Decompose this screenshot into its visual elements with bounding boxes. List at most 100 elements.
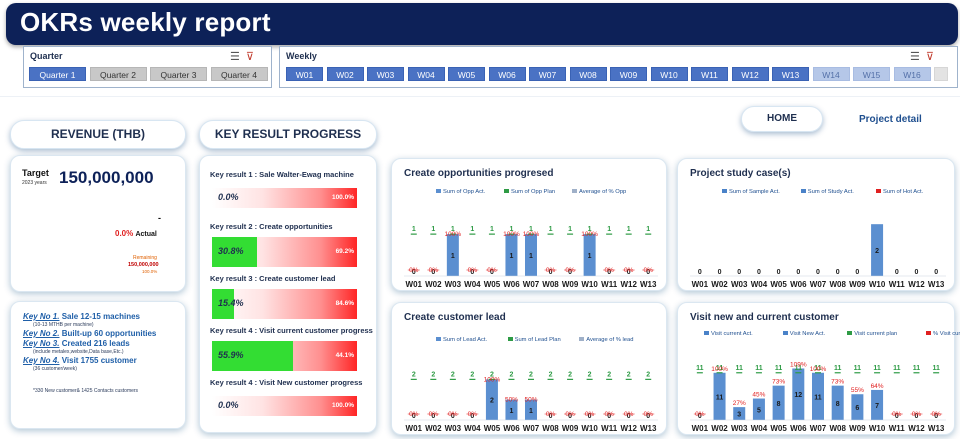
x-tick-label: W08 [542, 280, 559, 289]
week-chip[interactable]: W06 [488, 67, 526, 81]
x-tick-label: W10 [581, 280, 598, 289]
week-chip[interactable]: W09 [610, 67, 647, 81]
quarter-chip[interactable]: Quarter 1 [29, 67, 86, 81]
percent-label: 0% [429, 267, 439, 274]
bar-value-label: 11 [814, 394, 822, 401]
keys-card: Key No 1. Sale 12-15 machines (10-13 MTHB… [10, 301, 186, 429]
week-chip[interactable]: W04 [407, 67, 445, 81]
key-result-fill [212, 289, 235, 319]
legend-item: Visit current plan [847, 331, 897, 337]
plan-value-label: 11 [854, 365, 862, 372]
visit-chart-title: Visit new and current customer [690, 312, 839, 323]
clear-filter-icon[interactable]: ⊽ [925, 51, 940, 63]
project-detail-link[interactable]: Project detail [859, 114, 922, 125]
keys-footnote: *330 New customer& 1425 Contacts custome… [33, 388, 139, 394]
bar-value-label: 0 [470, 269, 474, 276]
key-text: Created 216 leads [61, 339, 130, 348]
clear-filter-icon[interactable]: ⊽ [245, 51, 260, 63]
key-result-label: Key result 2 : Create opportunities [210, 222, 333, 231]
percent-label: 100% [484, 376, 501, 383]
week-chip[interactable]: W07 [529, 67, 566, 81]
key-number[interactable]: Key No 2. [23, 329, 60, 338]
legend-label: Sum of Hot Act. [883, 189, 924, 195]
x-tick-label: W05 [770, 424, 787, 433]
legend-swatch [800, 189, 806, 194]
x-tick-label: W02 [711, 424, 728, 433]
key-result-remaining: 84.6% [335, 300, 354, 307]
percent-label: 45% [752, 392, 765, 399]
percent-label: 0% [695, 411, 705, 418]
opp-chart-title: Create opportunities progresed [404, 168, 554, 179]
bar-value-label: 1 [510, 253, 514, 260]
key-result-progress: 55.9% [218, 350, 244, 360]
bar-value-label: 0 [855, 269, 859, 276]
week-chip[interactable]: W16 [893, 67, 931, 81]
week-chip[interactable]: W11 [691, 67, 728, 81]
plan-value-label: 1 [451, 226, 455, 233]
x-tick-label: W12 [908, 280, 925, 289]
bar-value-label: 0 [646, 269, 650, 276]
multi-select-icon[interactable]: ☰ [910, 51, 926, 63]
percent-label: 100% [503, 231, 520, 238]
legend-swatch [504, 189, 509, 194]
x-tick-label: W10 [869, 280, 886, 289]
percent-label: 100% [523, 231, 540, 238]
week-chip[interactable]: W10 [650, 67, 688, 81]
plan-value-label: 11 [873, 365, 881, 372]
key-number[interactable]: Key No 3. [23, 339, 60, 348]
week-chip-empty[interactable] [934, 67, 948, 81]
percent-label: 0% [468, 411, 478, 418]
visit-chart-card: Visit new and current customer Visit cur… [677, 302, 960, 435]
remaining-value: 150,000,000 [128, 262, 159, 268]
x-tick-label: W11 [889, 280, 906, 289]
percent-label: 0% [448, 411, 458, 418]
week-chip[interactable]: W05 [448, 67, 485, 81]
week-chip[interactable]: W01 [286, 67, 323, 81]
bar-value-label: 0 [607, 269, 611, 276]
plan-value-label: 11 [795, 365, 803, 372]
key-result-remaining: 44.1% [335, 352, 354, 359]
week-chip[interactable]: W13 [772, 67, 809, 81]
plan-value-label: 2 [588, 371, 592, 378]
key-result-bar: 0.0% 100.0% [212, 396, 357, 416]
x-tick-label: W04 [751, 424, 768, 433]
home-button[interactable]: HOME [741, 106, 823, 132]
plan-value-label: 1 [627, 226, 631, 233]
bar [871, 224, 884, 276]
legend-item: % Visit current [926, 331, 960, 337]
week-chip[interactable]: W12 [731, 67, 769, 81]
x-tick-label: W06 [503, 424, 520, 433]
plan-value-label: 2 [549, 371, 553, 378]
multi-select-icon[interactable]: ☰ [230, 51, 246, 63]
study-chart: W01 W02 W03 W04 W05 W06 W07 W08 W09 W10 W11 W12 W13 0… [690, 224, 946, 289]
percent-label: 0% [931, 411, 941, 418]
plan-value-label: 2 [627, 371, 631, 378]
x-tick-label: W04 [464, 280, 481, 289]
week-chip[interactable]: W03 [367, 67, 404, 81]
quarter-chip[interactable]: Quarter 4 [210, 67, 268, 81]
key-item: Key No 4. Visit 1755 customer [23, 356, 183, 366]
bar-value-label: 0 [412, 413, 416, 420]
legend-swatch [722, 189, 727, 194]
bar-value-label: 0 [451, 413, 455, 420]
remaining-pct: 100.0% [142, 269, 158, 274]
bar-value-label: 0 [757, 269, 761, 276]
x-tick-label: W12 [620, 424, 637, 433]
week-chip[interactable]: W02 [326, 67, 364, 81]
key-number[interactable]: Key No 4. [23, 356, 60, 365]
bar-value-label: 0 [627, 413, 631, 420]
bar [792, 368, 805, 420]
legend-label: Visit current plan [854, 331, 898, 337]
quarter-chip[interactable]: Quarter 2 [89, 67, 147, 81]
week-chip[interactable]: W14 [812, 67, 850, 81]
key-result-progress: 0.0% [218, 400, 239, 410]
week-chip[interactable]: W08 [569, 67, 607, 81]
x-tick-label: W09 [562, 280, 579, 289]
quarter-chip[interactable]: Quarter 3 [150, 67, 207, 81]
key-number[interactable]: Key No 1. [23, 312, 60, 321]
bar-value-label: 0 [698, 269, 702, 276]
x-tick-label: W08 [829, 424, 846, 433]
legend-item: Sum of Lead Act. [436, 337, 487, 343]
week-chip[interactable]: W15 [853, 67, 890, 81]
bar-value-label: 0 [934, 413, 938, 420]
